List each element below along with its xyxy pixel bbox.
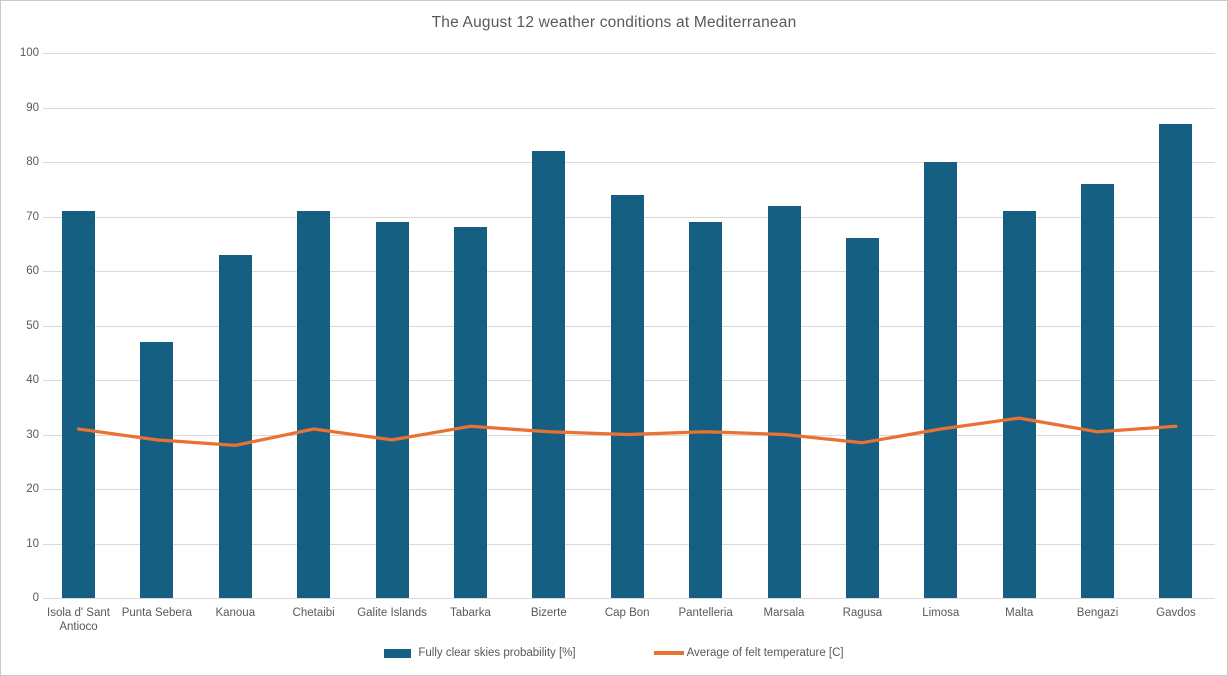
x-axis-category-label: Punta Sebera [121,607,193,619]
y-axis-tick-label: 80 [26,156,39,168]
bar [218,254,252,598]
bar [1081,183,1115,598]
legend-label-line-series: Average of felt temperature [C] [686,647,844,659]
bar [297,211,331,598]
legend-item-line-series: Average of felt temperature [C] [653,647,844,659]
x-axis-category-label: Limosa [922,607,960,619]
y-axis-tick-label: 100 [19,47,39,59]
legend-label-bar-series: Fully clear skies probability [%] [418,647,576,659]
bar [689,221,723,598]
y-axis-tick-label: 30 [26,429,39,441]
bar [453,227,487,598]
bar [532,151,566,598]
bar [845,238,879,598]
x-axis-category-label: Malta [1005,607,1034,619]
x-axis-category-label: Bengazi [1076,607,1119,619]
x-axis-category-label: Cap Bon [604,607,650,619]
bar [610,194,644,598]
bar [767,205,801,598]
bar [140,341,174,598]
bar [375,221,409,598]
gridline [43,53,1215,54]
bar [1159,123,1193,598]
x-axis-category-label: Bizerte [530,607,567,619]
legend-item-bar-series: Fully clear skies probability [%] [384,647,576,659]
x-axis-category-label: Gavdos [1156,607,1196,619]
x-axis-category-label: Galite Islands [357,607,427,619]
bar [924,162,958,598]
y-axis-tick-label: 20 [26,483,39,495]
gridline [43,108,1215,109]
bar [62,211,95,598]
y-axis-tick-label: 60 [26,265,39,277]
y-axis-tick-label: 10 [26,538,39,550]
x-axis-category-label: Isola d' Sant Antioco [47,607,110,633]
x-axis-category-label: Tabarka [449,607,491,619]
y-axis-tick-label: 70 [26,211,39,223]
line-series-swatch-icon [653,651,684,655]
x-axis-category-label: Chetaibi [292,607,335,619]
x-axis-category-label: Marsala [763,607,805,619]
y-axis-tick-label: 50 [26,320,39,332]
y-axis-tick-label: 0 [32,592,39,604]
bar [1002,211,1036,598]
gridline [43,598,1215,599]
x-axis-category-label: Pantelleria [678,607,733,619]
x-axis-category-label: Ragusa [842,607,883,619]
chart-title: The August 12 weather conditions at Medi… [431,14,797,31]
gridline [43,162,1215,163]
bar-series-swatch-icon [384,648,412,658]
y-axis-tick-label: 90 [26,102,39,114]
x-axis-category-label: Kanoua [215,607,256,619]
y-axis-tick-label: 40 [26,374,39,386]
legend: Fully clear skies probability [%] Averag… [1,647,1227,659]
